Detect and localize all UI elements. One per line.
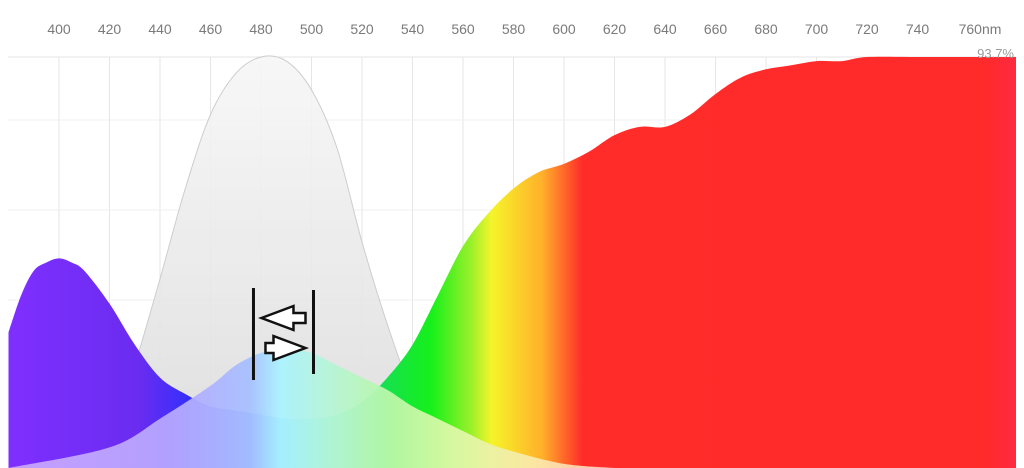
x-tick-label: 500	[300, 21, 324, 37]
x-tick-label: 400	[47, 21, 71, 37]
sensitivity-curve-area	[83, 55, 464, 468]
x-tick-label: 600	[552, 21, 576, 37]
x-tick-label: 760nm	[959, 21, 1002, 37]
peak-label: 93.7%	[977, 46, 1014, 61]
x-axis-ticks: 400 420 440 460 480 500 520 540 560 580 600 620 640 6…	[47, 21, 1001, 37]
x-tick-label: 660	[704, 21, 728, 37]
x-tick-label: 740	[906, 21, 930, 37]
double-arrow-annotation	[251, 288, 315, 380]
x-tick-label: 480	[249, 21, 273, 37]
x-tick-label: 580	[502, 21, 526, 37]
x-tick-label: 720	[855, 21, 879, 37]
light-series-area	[8, 348, 615, 468]
x-tick-label: 560	[451, 21, 475, 37]
arrow-left-icon	[257, 304, 307, 332]
x-tick-label: 540	[401, 21, 425, 37]
x-tick-label: 520	[350, 21, 374, 37]
spectrum-series-area	[8, 56, 1016, 468]
x-tick-label: 420	[98, 21, 122, 37]
x-tick-label: 700	[805, 21, 829, 37]
x-tick-label: 460	[199, 21, 223, 37]
x-tick-label: 680	[754, 21, 778, 37]
x-tick-label: 620	[603, 21, 627, 37]
sensitivity-curve	[83, 55, 464, 468]
x-tick-label: 640	[653, 21, 677, 37]
spectrum-area	[8, 56, 1016, 468]
x-tick-label: 440	[148, 21, 172, 37]
arrow-right-icon	[264, 334, 310, 362]
light-spectrum-overlay	[8, 348, 615, 468]
